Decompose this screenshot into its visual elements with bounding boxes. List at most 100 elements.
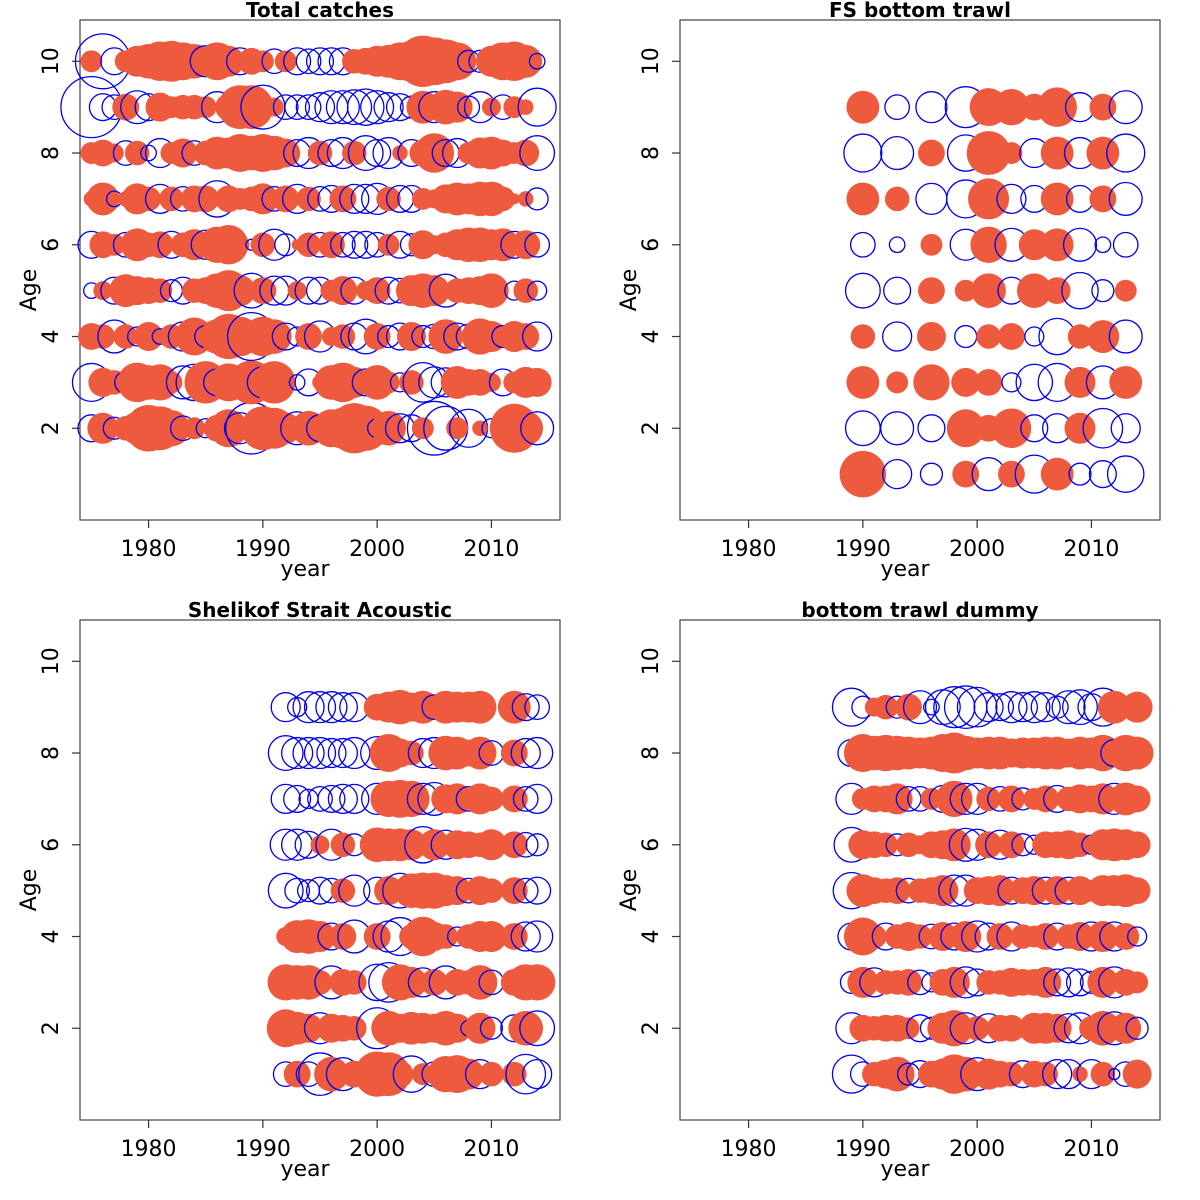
bubble-positive xyxy=(264,97,284,117)
bubble-positive xyxy=(160,371,183,394)
bubble-negative xyxy=(140,144,157,162)
panel-total-catches: 1980 1990 2000 2010 2 4 6 8 10 year Age Total catch… xyxy=(17,0,561,582)
bubble-positive xyxy=(975,368,1002,396)
bubble-negative xyxy=(373,92,404,123)
bubble-negative xyxy=(522,1058,553,1090)
bubble-negative xyxy=(303,736,337,770)
bubble-layer xyxy=(266,689,556,1097)
bubble-negative xyxy=(1108,90,1143,125)
bubble-positive xyxy=(274,50,297,73)
bubble-positive xyxy=(1067,324,1093,349)
bubble-positive xyxy=(975,831,1002,859)
bubble-negative xyxy=(517,87,557,127)
bubble-positive xyxy=(342,970,367,995)
bubble-positive xyxy=(976,786,1001,812)
bubble-positive xyxy=(249,277,277,305)
panel-title: FS bottom trawl xyxy=(829,0,1011,22)
bubble-positive xyxy=(1120,736,1154,770)
bubble-negative xyxy=(1094,236,1112,254)
bubble-positive xyxy=(1043,277,1071,305)
bubble-negative xyxy=(510,921,541,952)
bubble-negative xyxy=(340,230,369,259)
x-tick-label: 2010 xyxy=(1063,537,1119,562)
bubble-negative xyxy=(933,686,976,729)
bubble-negative xyxy=(272,94,299,121)
panel-title: Total catches xyxy=(246,0,394,22)
bubble-positive xyxy=(330,324,356,349)
bubble-positive xyxy=(86,182,120,216)
x-tick-label: 2000 xyxy=(949,537,1005,562)
bubble-negative xyxy=(522,783,553,815)
plot-frame xyxy=(79,19,561,521)
bubble-negative xyxy=(270,692,301,723)
plot-frame xyxy=(79,619,561,1121)
bubble-positive xyxy=(104,143,124,163)
bubble-negative xyxy=(315,691,348,724)
bubble-positive xyxy=(136,186,161,212)
y-axis-label: Age xyxy=(17,869,42,912)
bubble-positive xyxy=(296,186,321,212)
x-axis-label: year xyxy=(880,1157,930,1182)
bubble-positive xyxy=(294,1013,324,1043)
bubble-positive xyxy=(1042,1013,1072,1043)
plot-frame xyxy=(679,619,1161,1121)
bubble-positive xyxy=(986,923,1014,950)
y-tick-label: 8 xyxy=(639,146,664,160)
bubble-negative xyxy=(284,877,311,904)
bubble-positive xyxy=(1064,412,1096,444)
x-tick-label: 1990 xyxy=(835,1137,891,1162)
bubble-positive xyxy=(194,96,217,119)
bubble-negative xyxy=(512,877,539,904)
bubble-positive xyxy=(1019,876,1049,906)
bubble-positive xyxy=(964,1016,990,1041)
bubble-negative xyxy=(292,736,325,770)
bubble-positive xyxy=(428,319,464,354)
bubble-negative xyxy=(844,272,881,309)
bubble-negative xyxy=(1091,279,1115,303)
bubble-negative xyxy=(519,135,556,171)
bubble-positive xyxy=(920,787,943,810)
bubble-negative xyxy=(1053,967,1084,998)
bubble-positive xyxy=(512,139,540,167)
bubble-positive xyxy=(976,324,1001,349)
bubble-negative xyxy=(325,90,360,125)
bubble-negative xyxy=(303,691,337,724)
bubble-negative xyxy=(339,183,370,215)
bubble-positive xyxy=(511,230,541,260)
x-tick-label: 2010 xyxy=(463,537,519,562)
bubble-positive xyxy=(442,876,472,906)
bubble-positive xyxy=(329,923,357,950)
y-tick-label: 10 xyxy=(39,647,64,675)
bubble-negative xyxy=(1062,227,1098,262)
bubble-positive xyxy=(183,417,206,440)
bubble-positive xyxy=(414,133,455,173)
bubble-positive xyxy=(1030,966,1062,998)
bubble-negative xyxy=(510,737,541,769)
bubble-positive xyxy=(392,145,408,161)
x-tick-label: 2000 xyxy=(349,1137,405,1162)
bubble-positive xyxy=(971,273,1006,308)
bubble-negative xyxy=(525,187,549,211)
y-tick-label: 4 xyxy=(639,330,664,344)
bubble-negative xyxy=(316,737,347,769)
bubble-negative xyxy=(267,735,304,771)
bubble-negative xyxy=(307,785,333,812)
bubble-negative xyxy=(1108,181,1143,216)
y-tick-label: 2 xyxy=(639,421,664,435)
y-tick-label: 10 xyxy=(639,47,664,75)
bubble-negative xyxy=(524,694,551,721)
bubble-positive xyxy=(1040,457,1074,491)
bubble-negative xyxy=(522,321,553,352)
bubble-positive xyxy=(386,1060,414,1088)
bubble-negative xyxy=(521,920,554,953)
bubble-negative xyxy=(305,47,335,76)
x-tick-label: 2010 xyxy=(463,1137,519,1162)
bubble-positive xyxy=(991,408,1032,449)
bubble-negative xyxy=(524,231,551,258)
bubble-negative xyxy=(973,692,1004,723)
bubble-positive xyxy=(420,968,448,996)
bubble-positive xyxy=(1067,832,1093,858)
bubble-positive xyxy=(508,410,544,446)
bubble-negative xyxy=(1043,968,1072,997)
bubble-negative xyxy=(479,1016,504,1040)
